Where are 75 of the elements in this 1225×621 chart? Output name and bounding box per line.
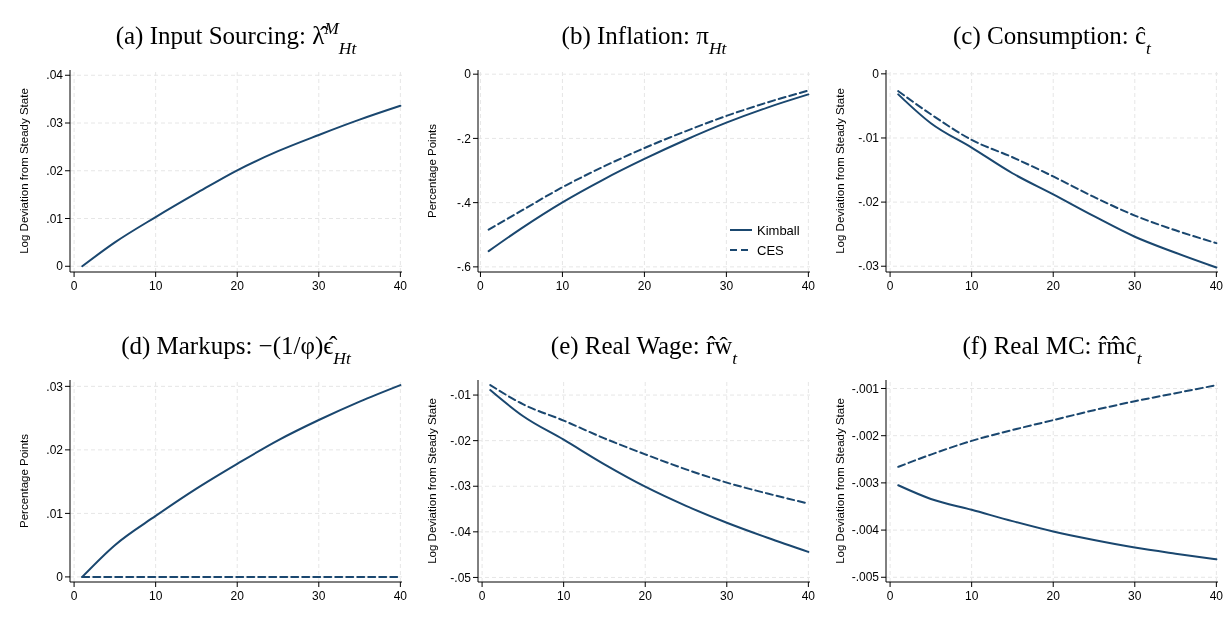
- line-series: [897, 484, 1218, 561]
- y-axis-title: Log Deviation from Steady State: [834, 88, 846, 254]
- y-tick-label: .04: [46, 68, 64, 83]
- y-tick-label: -.001: [851, 381, 880, 396]
- y-tick-label: 0: [56, 259, 64, 274]
- x-tick-label: 10: [555, 279, 570, 293]
- x-tick-label: 20: [230, 589, 245, 603]
- line-series: [81, 104, 402, 268]
- y-tick-label: -.4: [456, 195, 472, 210]
- y-tick-label: -.6: [456, 260, 472, 275]
- line-series: [897, 93, 1218, 269]
- x-tick-label: 30: [719, 279, 734, 293]
- y-tick-label: -.02: [450, 433, 472, 448]
- legend-label: CES: [757, 242, 785, 258]
- chart-title: (d) Markups: −(1/φ)ϵ̂$_{Ht}$: [121, 332, 353, 368]
- y-tick-label: -.002: [851, 428, 880, 443]
- x-tick-label: 40: [393, 279, 408, 293]
- x-tick-label: 0: [886, 279, 894, 293]
- y-tick-label: .03: [46, 379, 64, 394]
- y-tick-label: -.005: [851, 570, 880, 585]
- y-tick-label: .02: [46, 163, 64, 178]
- y-tick-label: 0: [872, 67, 880, 82]
- y-axis-title: Percentage Points: [18, 433, 30, 528]
- y-tick-label: -.01: [858, 131, 880, 146]
- chart-title: (f) Real MC: r̂m̂ĉ$_{t}$: [962, 332, 1143, 368]
- y-tick-label: -.05: [450, 570, 472, 585]
- y-tick-label: .01: [46, 506, 64, 521]
- line-series: [489, 389, 810, 553]
- x-tick-label: 20: [638, 589, 653, 603]
- x-tick-label: 0: [886, 589, 894, 603]
- y-tick-label: -.004: [851, 523, 880, 538]
- y-tick-label: -.03: [858, 259, 880, 274]
- line-series: [487, 93, 810, 253]
- x-tick-label: 40: [1209, 279, 1224, 293]
- y-tick-label: -.03: [450, 479, 472, 494]
- x-tick-label: 40: [801, 279, 816, 293]
- legend-label: Kimball: [757, 222, 800, 238]
- x-tick-label: 10: [964, 589, 979, 603]
- x-tick-label: 30: [1128, 279, 1142, 293]
- x-tick-label: 20: [230, 279, 245, 293]
- x-tick-label: 0: [70, 589, 78, 603]
- y-tick-label: -.04: [450, 525, 472, 540]
- x-tick-label: 0: [478, 589, 486, 603]
- x-tick-label: 10: [964, 279, 979, 293]
- x-tick-label: 40: [1209, 589, 1224, 603]
- y-tick-label: .02: [46, 443, 64, 458]
- x-tick-label: 10: [556, 589, 571, 603]
- y-tick-label: .03: [46, 116, 64, 131]
- chart-title: (c) Consumption: ĉ$_{t}$: [953, 22, 1153, 58]
- x-tick-label: 30: [312, 279, 326, 293]
- y-tick-label: 0: [464, 67, 472, 82]
- x-tick-label: 30: [312, 589, 326, 603]
- y-tick-label: -.02: [858, 195, 880, 210]
- x-tick-label: 10: [148, 279, 163, 293]
- x-tick-label: 40: [393, 589, 408, 603]
- x-tick-label: 30: [720, 589, 734, 603]
- y-tick-label: 0: [56, 570, 64, 585]
- x-tick-label: 20: [637, 279, 652, 293]
- x-tick-label: 40: [801, 589, 816, 603]
- x-tick-label: 0: [70, 279, 78, 293]
- x-tick-label: 10: [148, 589, 163, 603]
- y-tick-label: -.2: [456, 131, 472, 146]
- x-tick-label: 20: [1046, 589, 1061, 603]
- y-axis-title: Log Deviation from Steady State: [834, 398, 846, 564]
- chart-title: (e) Real Wage: r̂ŵ$_{t}$: [550, 332, 739, 368]
- y-axis-title: Log Deviation from Steady State: [426, 398, 438, 564]
- x-tick-label: 20: [1046, 279, 1061, 293]
- y-axis-title: Log Deviation from Steady State: [18, 88, 30, 254]
- chart-title: (b) Inflation: π$_{Ht}$: [561, 22, 728, 58]
- y-tick-label: .01: [46, 211, 64, 226]
- x-tick-label: 30: [1128, 589, 1142, 603]
- y-tick-label: -.01: [450, 388, 472, 403]
- y-tick-label: -.003: [851, 476, 880, 491]
- x-tick-label: 0: [477, 279, 485, 293]
- y-axis-title: Percentage Points: [426, 123, 438, 218]
